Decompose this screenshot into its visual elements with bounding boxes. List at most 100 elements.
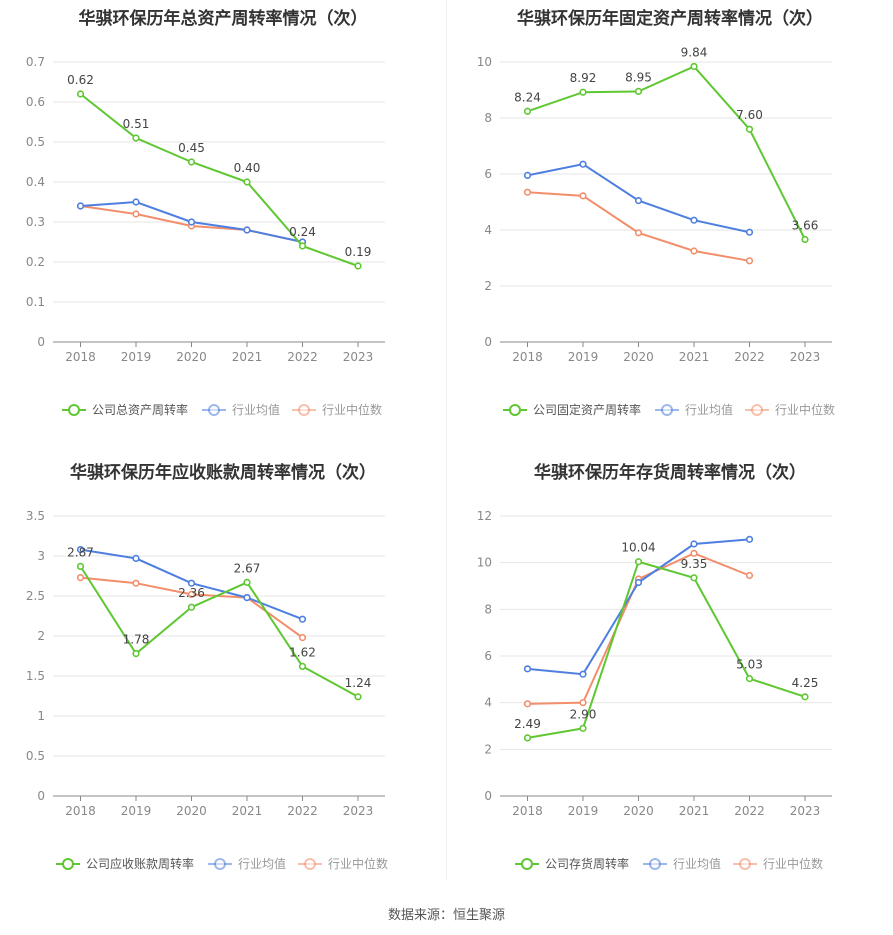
industry-average-series-point: [690, 540, 698, 548]
x-tick-label: 2020: [623, 350, 654, 364]
industry-median-series-point: [523, 700, 532, 708]
data-label: 2.49: [514, 717, 541, 731]
industry-average-series-point: [243, 594, 251, 602]
industry-average-series-point: [132, 554, 140, 562]
legend-marker-industry-median-series: [298, 404, 310, 416]
x-tick-label: 2021: [232, 804, 263, 818]
chart-panel-fixed-asset-turnover: 华骐环保历年固定资产周转率情况（次） 0 2 4 6 8 10 2018 2019 2020 20…: [447, 0, 893, 450]
industry-median-series-point: [298, 634, 307, 642]
y-tick-label: 1.5: [26, 669, 45, 683]
legend-label: 公司存货周转率: [545, 856, 629, 871]
fixed-asset-turnover-chart: 0 2 4 6 8 10 2018 2019 2020 2021 2022 2023 8.24 8.92 8…: [477, 45, 835, 417]
industry-median-series-point: [579, 192, 587, 200]
legend-marker-company-series: [521, 858, 533, 870]
y-tick-label: 0.2: [26, 255, 45, 269]
data-label: 3.66: [792, 219, 819, 233]
industry-average-series-point: [76, 545, 85, 554]
industry-average-series-point: [745, 535, 754, 543]
data-label: 8.95: [625, 70, 652, 84]
industry-average-series-point: [634, 578, 643, 587]
data-label: 8.92: [570, 71, 597, 85]
y-tick-label: 8: [484, 111, 492, 125]
legend-label: 行业中位数: [775, 402, 835, 417]
y-tick-label: 6: [484, 649, 492, 663]
company-series-point: [243, 178, 251, 186]
legend-label: 行业均值: [232, 402, 280, 417]
x-tick-label: 2018: [512, 350, 543, 364]
industry-median-series-point: [132, 210, 140, 218]
x-tick-label: 2022: [287, 804, 318, 818]
legend-label: 行业均值: [238, 856, 286, 871]
x-tick-label: 2018: [512, 804, 543, 818]
y-tick-label: 0: [484, 335, 492, 349]
industry-median-series-point: [745, 571, 754, 580]
legend-marker-industry-average-series: [661, 404, 673, 416]
legend-marker-industry-average-series: [214, 858, 226, 870]
y-tick-label: 0.7: [26, 55, 45, 69]
company-series-point: [132, 650, 140, 658]
receivables-turnover-chart: 0 0.5 1 1.5 2 2.5 3 3.5 2018 2019 2020 2021 2022 2023…: [26, 509, 388, 871]
data-label: 2.36: [178, 586, 205, 600]
legend-marker-industry-median-series: [304, 858, 316, 870]
x-tick-label: 2023: [790, 350, 821, 364]
company-series-line: [79, 565, 359, 698]
x-tick-label: 2019: [121, 350, 152, 364]
company-series-line: [527, 560, 806, 739]
x-tick-label: 2020: [623, 804, 654, 818]
y-tick-label: 0: [37, 335, 45, 349]
company-series-point: [579, 724, 587, 732]
industry-average-series-point: [187, 218, 196, 226]
legend-label: 行业中位数: [763, 856, 823, 871]
industry-median-series-point: [76, 573, 85, 582]
data-label: 4.25: [792, 676, 819, 690]
legend-label: 公司固定资产周转率: [533, 402, 641, 417]
company-series-point: [523, 734, 532, 742]
y-tick-label: 0.4: [26, 175, 45, 189]
chart-panel-receivables-turnover: 华骐环保历年应收账款周转率情况（次） 0 0.5 1 1.5 2 2.5 3 3.5 2018 2…: [0, 454, 446, 904]
company-series-point: [690, 574, 698, 582]
chart-panel-total-asset-turnover: 华骐环保历年总资产周转率情况（次） 0 0.1 0.2 0.3 0.4 0.5 0.6 0.7…: [0, 0, 446, 450]
y-tick-label: 2: [484, 742, 492, 756]
y-tick-label: 0.5: [26, 135, 45, 149]
industry-average-series-point: [243, 226, 251, 234]
y-tick-label: 12: [477, 509, 492, 523]
legend-label: 公司总资产周转率: [92, 402, 188, 417]
data-label: 9.35: [681, 557, 708, 571]
chart-title: 华骐环保历年存货周转率情况（次）: [534, 463, 806, 483]
chart-title: 华骐环保历年固定资产周转率情况（次）: [517, 9, 823, 29]
y-tick-label: 0: [37, 789, 45, 803]
industry-average-series-point: [76, 202, 85, 210]
y-tick-label: 0.5: [26, 749, 45, 763]
company-series-point: [187, 603, 196, 611]
legend-label: 行业均值: [685, 402, 733, 417]
data-label: 10.04: [621, 541, 655, 555]
data-label: 0.51: [123, 117, 150, 131]
data-label: 0.45: [178, 141, 205, 155]
y-tick-label: 4: [484, 223, 492, 237]
company-series-point: [801, 235, 809, 244]
legend-marker-industry-median-series: [739, 858, 751, 870]
company-series-point: [243, 578, 251, 586]
y-tick-label: 6: [484, 167, 492, 181]
industry-average-series-point: [187, 579, 196, 587]
x-tick-label: 2018: [65, 350, 96, 364]
y-tick-label: 4: [484, 696, 492, 710]
data-label: 1.62: [289, 645, 316, 659]
industry-average-series-point: [523, 665, 532, 673]
industry-median-series-point: [132, 579, 140, 587]
y-tick-label: 3: [37, 549, 45, 563]
x-tick-label: 2023: [790, 804, 821, 818]
company-series-point: [298, 662, 307, 670]
y-tick-label: 8: [484, 602, 492, 616]
data-label: 0.24: [289, 225, 316, 239]
data-label: 2.90: [570, 707, 597, 721]
data-label: 8.24: [514, 90, 541, 104]
company-series-point: [354, 693, 362, 701]
total-asset-turnover-chart: 0 0.1 0.2 0.3 0.4 0.5 0.6 0.7 2018 2019 2020 2021 20…: [26, 55, 385, 417]
legend-marker-industry-average-series: [208, 404, 220, 416]
company-series-point: [634, 87, 643, 95]
x-tick-label: 2020: [176, 350, 207, 364]
x-tick-label: 2022: [287, 350, 318, 364]
x-tick-label: 2019: [121, 804, 152, 818]
industry-median-series-point: [523, 188, 532, 196]
